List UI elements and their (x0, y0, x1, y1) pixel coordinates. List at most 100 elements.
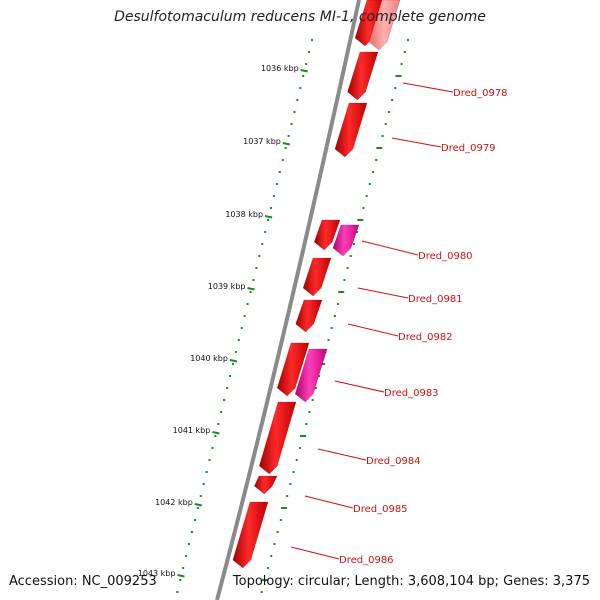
track-dot (368, 183, 371, 185)
track-dot (376, 147, 383, 149)
track-dot (286, 495, 289, 497)
track-dot (289, 483, 292, 485)
scale-dot (261, 243, 264, 245)
track-dot (375, 159, 378, 161)
scale-dot (217, 423, 220, 425)
gene-label: Dred_0982 (398, 332, 453, 343)
kbp-label: 1041 kbp (173, 426, 211, 435)
scale-dot (299, 87, 302, 89)
track-dot (298, 447, 301, 449)
scale-dot (243, 315, 246, 317)
scale-dot (305, 63, 308, 65)
scale-dot (214, 435, 217, 437)
scale-dot (182, 567, 185, 569)
kbp-label: 1039 kbp (208, 282, 246, 291)
kbp-tick (264, 215, 273, 219)
gene-labels: Dred_0978 Dred_0979 Dred_0980 Dred_0981 Dred… (290, 82, 508, 566)
scale-dot (293, 111, 296, 113)
scale-dot (231, 363, 234, 365)
scale-dot (249, 291, 252, 293)
genome-title: Desulfotomaculum reducens MI-1, complete… (114, 9, 486, 25)
track-dot (387, 111, 390, 113)
track-dot (407, 39, 409, 41)
scale-dot (211, 447, 214, 449)
scale-dot (272, 195, 275, 197)
track-dot (295, 459, 298, 461)
accession-label: Accession: NC_009253 (9, 574, 157, 589)
track-dot (317, 375, 320, 377)
scale-dot (237, 339, 240, 341)
scale-dot (234, 351, 237, 353)
scale-dot (226, 387, 229, 389)
scale-dot (179, 579, 182, 581)
kbp-tick (212, 431, 220, 435)
track-dot (338, 291, 345, 293)
gene-label: Dred_0983 (384, 388, 439, 399)
gene-leader-line (317, 448, 367, 461)
track-dot (381, 135, 384, 137)
gene-arrow (295, 299, 323, 333)
scale-dot (278, 171, 281, 173)
gene-arrow (368, 0, 401, 51)
kbp-tick (282, 142, 291, 146)
scale-dot (267, 219, 270, 221)
gene-arrow (232, 501, 269, 569)
track-dot (308, 411, 311, 413)
gene-label: Dred_0978 (453, 88, 508, 99)
track-dot (327, 339, 330, 341)
scale-dot (311, 39, 313, 41)
scale-dot (193, 519, 196, 521)
track-dot (395, 75, 402, 77)
track-dot (365, 195, 368, 197)
gene-arrow (294, 348, 328, 403)
gene-arrow (258, 401, 297, 475)
kbp-tick (247, 287, 255, 291)
scale-dot (205, 471, 208, 473)
gene-leader-line (290, 546, 340, 560)
scale-dot (275, 183, 278, 185)
scale-dot (255, 267, 258, 269)
gene-leader-line (304, 495, 354, 509)
kbp-tick (229, 359, 238, 363)
gene-arrow (254, 475, 278, 495)
kbp-label: 1043 kbp (138, 569, 176, 578)
scale-dot (252, 279, 255, 281)
kbp-label: 1036 kbp (261, 64, 299, 73)
track-dot (384, 123, 387, 125)
gene-arrow (302, 257, 332, 297)
scale-ticks: 1036 kbp 1037 kbp 1038 kbp 1039 kbp 1040 kbp… (138, 39, 313, 593)
track-dot (394, 87, 397, 89)
track-dot (267, 567, 270, 569)
scale-dot (176, 591, 179, 593)
gene-features (232, 0, 401, 569)
gene-label: Dred_0980 (418, 251, 473, 262)
gene-leader-line (347, 323, 399, 337)
scale-dot (208, 459, 211, 461)
scale-dot (296, 99, 299, 101)
kbp-tick (177, 574, 185, 578)
gene-label: Dred_0984 (366, 456, 421, 467)
gene-leader-line (334, 380, 385, 393)
gc-ticks (260, 39, 409, 593)
scale-dot (185, 555, 188, 557)
gene-leader-line (361, 240, 419, 256)
gene-leader-line (357, 287, 409, 299)
scale-dot (188, 543, 191, 545)
track-dot (330, 327, 333, 329)
track-dot (333, 315, 336, 317)
track-dot (343, 279, 346, 281)
kbp-label: 1042 kbp (155, 498, 193, 507)
kbp-label: 1038 kbp (225, 210, 263, 219)
track-dot (391, 99, 394, 101)
gene-arrow (347, 51, 379, 101)
gene-label: Dred_0986 (339, 555, 394, 566)
gene-arrow (334, 102, 368, 158)
scale-dot (287, 135, 290, 137)
scale-dot (240, 327, 243, 329)
scale-dot (270, 207, 273, 209)
track-dot (300, 435, 307, 437)
scale-dot (199, 495, 202, 497)
gene-arrow (313, 219, 341, 251)
track-dot (311, 399, 314, 401)
track-dot (273, 543, 276, 545)
